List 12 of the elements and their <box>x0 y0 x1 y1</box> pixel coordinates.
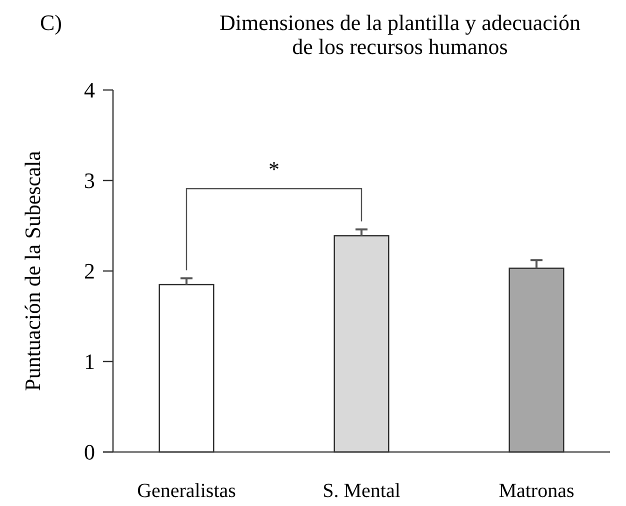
y-tick-label: 3 <box>84 168 95 194</box>
y-tick-label: 0 <box>84 440 95 465</box>
annotation: * <box>268 156 280 182</box>
x-tick-label: Generalistas <box>137 480 236 502</box>
y-tick-label: 2 <box>84 258 95 284</box>
y-axis-title: Puntuación de la Subescala <box>20 150 45 392</box>
y-tick-label: 4 <box>84 78 95 103</box>
x-tick-label: Matronas <box>498 480 574 502</box>
x-tick-label: S. Mental <box>322 480 401 502</box>
y-tick-label: 1 <box>84 349 95 374</box>
chart-title: Dimensiones de la plantilla y adecuación de los recursos humanos <box>219 10 581 59</box>
text: C) <box>40 10 62 35</box>
